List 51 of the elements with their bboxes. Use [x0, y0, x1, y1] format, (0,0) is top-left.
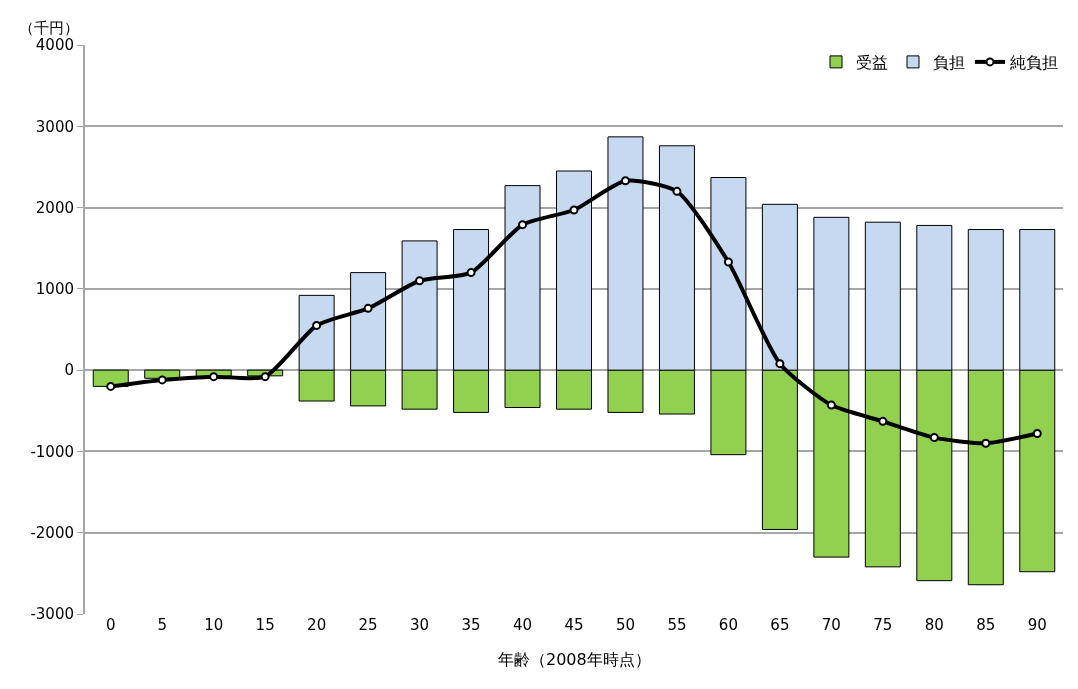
point — [260, 372, 270, 382]
y-tick-label: -3000 — [30, 605, 74, 624]
x-tick-label: 0 — [105, 616, 116, 634]
y-tick-label: -2000 — [30, 523, 74, 542]
x-tick-label: 70 — [821, 616, 841, 634]
x-tick-label: 55 — [667, 616, 687, 634]
point — [363, 303, 373, 313]
point — [672, 186, 682, 196]
x-tick-label: 45 — [564, 616, 584, 634]
x-tick-label: 20 — [307, 616, 327, 634]
x-tick-label: 65 — [770, 616, 790, 634]
point — [569, 205, 579, 215]
point — [826, 400, 836, 410]
x-tick-label: 90 — [1027, 616, 1047, 634]
point — [157, 375, 167, 385]
y-tick-label: 4000 — [35, 36, 74, 55]
point — [1032, 429, 1042, 439]
x-axis-title: 年齢（2008年時点） — [498, 650, 651, 669]
point — [775, 359, 785, 369]
x-tick-label: 30 — [410, 616, 430, 634]
point — [518, 220, 528, 230]
x-tick-label: 50 — [615, 616, 636, 634]
point — [620, 176, 630, 186]
y-tick-label: -1000 — [30, 442, 74, 461]
legend-label: 純負担 — [1010, 53, 1058, 73]
x-tick-label: 75 — [873, 616, 893, 634]
y-tick-label: 2000 — [35, 198, 74, 217]
point — [312, 320, 322, 330]
x-tick-label: 60 — [718, 616, 738, 634]
x-tick-label: 10 — [204, 616, 224, 634]
point — [209, 372, 219, 382]
legend-label: 負担 — [933, 53, 965, 73]
x-tick-label: 85 — [976, 616, 996, 634]
point — [981, 438, 991, 448]
y-tick-label: 3000 — [35, 117, 74, 136]
point — [466, 268, 476, 278]
legend-label: 受益 — [856, 53, 888, 73]
x-tick-label: 80 — [924, 616, 944, 634]
point — [929, 433, 939, 443]
y-axis-title: （千円） — [19, 19, 79, 37]
y-tick-label: 1000 — [35, 280, 74, 299]
x-tick-label: 5 — [157, 616, 167, 634]
point — [415, 276, 425, 286]
x-tick-label: 40 — [512, 616, 533, 634]
x-tick-label: 35 — [461, 616, 481, 634]
point — [106, 381, 116, 391]
y-tick-label: 0 — [64, 361, 74, 380]
x-tick-label: 25 — [358, 616, 378, 634]
x-tick-label: 15 — [255, 616, 275, 634]
point — [878, 416, 888, 426]
point — [723, 257, 733, 267]
